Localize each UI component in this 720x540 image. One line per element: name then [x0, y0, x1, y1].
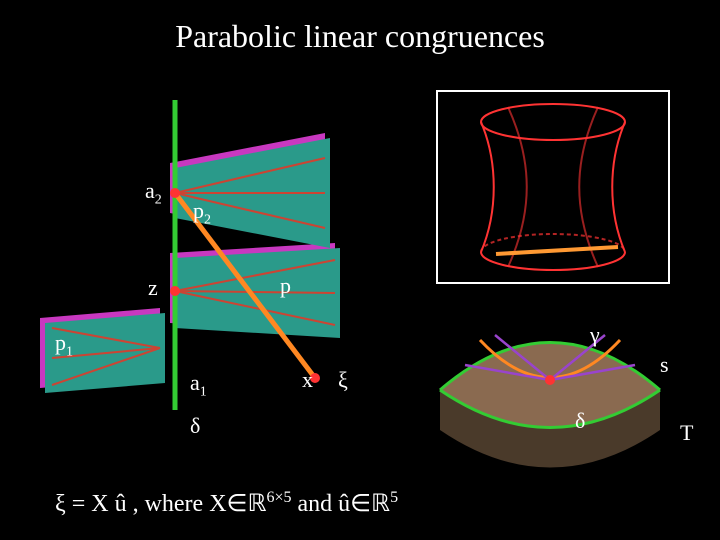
left-diagram-svg	[40, 100, 400, 440]
saddle-diagram	[420, 310, 680, 460]
point-a2	[170, 188, 180, 198]
label-T: T	[680, 420, 693, 446]
hyp-right-inner	[579, 107, 598, 267]
formula: ξ = X û , where X∈ℝ6×5 and û∈ℝ5	[55, 489, 398, 518]
point-z	[170, 286, 180, 296]
hyp-top-ellipse	[481, 104, 625, 140]
hyp-left-inner	[508, 107, 527, 267]
page-title: Parabolic linear congruences	[0, 18, 720, 55]
hyperboloid-svg	[438, 92, 668, 282]
saddle-center-dot	[545, 375, 555, 385]
saddle-svg	[420, 310, 680, 470]
point-x	[310, 373, 320, 383]
left-diagram	[40, 100, 400, 440]
hyp-right-side	[612, 122, 625, 252]
hyp-left-side	[481, 122, 494, 252]
hyperboloid-box	[436, 90, 670, 284]
